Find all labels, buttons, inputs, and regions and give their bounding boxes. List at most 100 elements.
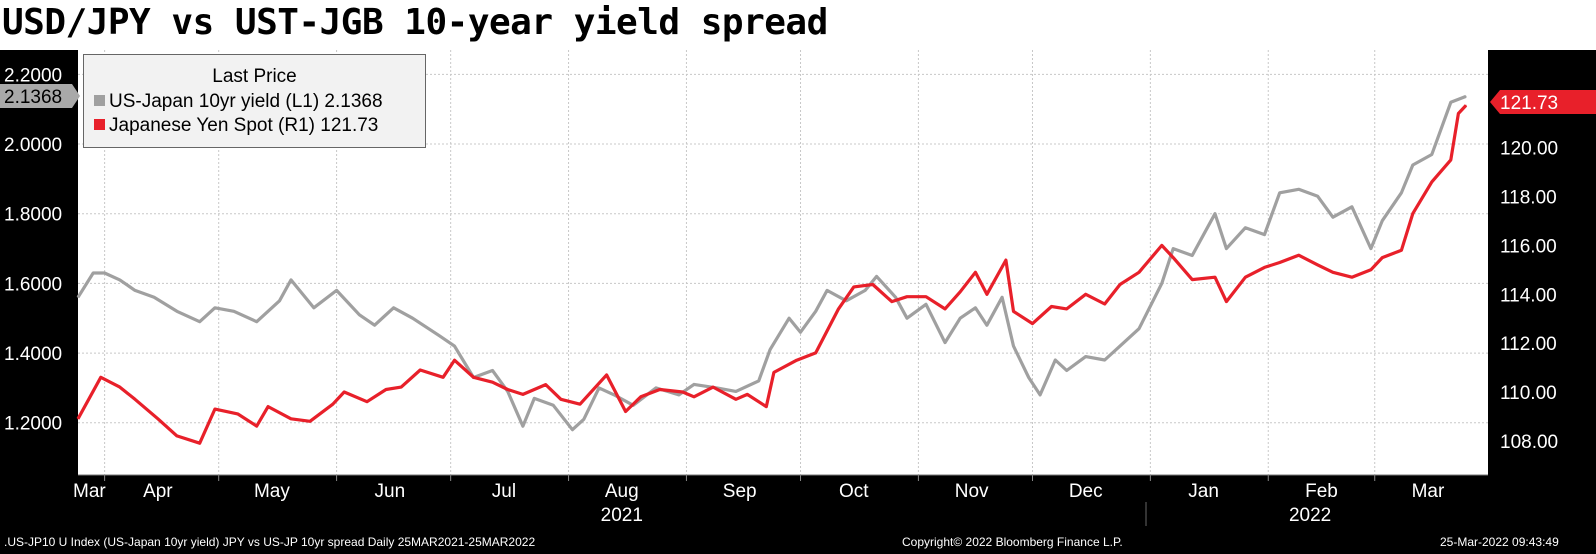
month-label: Jun: [375, 481, 406, 502]
data-point: [1431, 153, 1433, 156]
data-point: [545, 384, 547, 386]
data-point: [1332, 216, 1334, 218]
month-label: Oct: [839, 481, 869, 502]
left-tick-label: 2.0000: [4, 135, 62, 156]
data-point: [1191, 254, 1193, 257]
data-point: [1012, 310, 1015, 312]
footer-timestamp: 25-Mar-2022 09:43:49: [1440, 535, 1559, 549]
data-point: [1172, 248, 1174, 250]
data-point: [533, 397, 535, 399]
x-axis-labels: Mar Apr May Jun Jul Aug Sep Oct Nov Dec Jan Feb Mar 2…: [73, 475, 1445, 526]
data-point: [1104, 303, 1106, 305]
data-point: [746, 393, 748, 395]
data-point: [176, 310, 178, 312]
data-point: [598, 387, 600, 389]
right-axis-panel: [1488, 50, 1596, 475]
data-point: [1351, 206, 1353, 208]
data-point: [682, 391, 684, 393]
data-point: [959, 317, 961, 319]
data-point: [986, 293, 988, 295]
data-point: [735, 390, 737, 392]
data-point: [659, 388, 661, 391]
right-tick-label: 110.00: [1500, 383, 1557, 404]
data-point: [712, 386, 714, 388]
data-point: [837, 308, 840, 310]
data-point: [199, 321, 201, 323]
data-point: [507, 388, 509, 391]
month-label: Jul: [492, 481, 516, 502]
footer-copyright: Copyright© 2022 Bloomberg Finance L.P.: [902, 535, 1123, 549]
data-point: [1298, 188, 1300, 190]
data-point: [1279, 261, 1281, 264]
left-axis-panel: [0, 50, 78, 475]
data-point: [1263, 266, 1266, 268]
data-point: [925, 303, 927, 305]
left-last-value: 2.1368: [4, 87, 62, 108]
left-axis-ticks: 2.2000 2.0000 1.8000 1.6000 1.4000 1.2000: [4, 65, 62, 434]
footer-source: .US-JP10 U Index (US-Japan 10yr yield) J…: [4, 535, 536, 549]
data-point: [1279, 192, 1281, 194]
data-point: [1465, 95, 1467, 97]
data-point: [491, 369, 494, 372]
data-point: [1012, 345, 1015, 347]
data-point: [560, 398, 562, 400]
data-point: [278, 300, 281, 302]
month-label: Sep: [723, 481, 757, 502]
data-point: [1400, 249, 1402, 251]
data-point: [925, 296, 927, 298]
data-point: [1431, 181, 1433, 183]
data-point: [815, 310, 817, 312]
legend-swatch-red: [94, 119, 105, 130]
title-band: USD/JPY vs UST-JGB 10-year yield spread: [0, 0, 1596, 50]
data-point: [1085, 293, 1087, 295]
data-point: [385, 388, 387, 391]
data-point: [358, 314, 360, 316]
month-label: Aug: [605, 481, 639, 502]
data-point: [1400, 192, 1402, 194]
data-point: [366, 401, 368, 403]
right-tick-label: 112.00: [1500, 334, 1557, 355]
data-point: [815, 352, 817, 354]
data-point: [906, 317, 908, 319]
data-point: [491, 381, 494, 383]
legend-item-yen: Japanese Yen Spot (R1) 121.73: [94, 115, 378, 137]
data-point: [313, 307, 315, 309]
data-point: [583, 418, 585, 420]
data-point: [1138, 271, 1140, 273]
data-point: [974, 271, 977, 273]
data-point: [944, 308, 946, 310]
data-point: [1225, 248, 1227, 250]
data-point: [1370, 248, 1372, 250]
data-point: [472, 376, 475, 378]
data-point: [655, 387, 657, 389]
data-point: [1381, 220, 1383, 222]
series-layer: [76, 94, 1468, 445]
data-point: [1028, 376, 1030, 379]
right-last-value: 121.73: [1500, 93, 1558, 114]
month-label: Apr: [143, 481, 173, 502]
left-tick-label: 1.6000: [4, 274, 62, 295]
data-point: [693, 383, 695, 385]
data-point: [522, 425, 524, 427]
data-point: [419, 369, 421, 371]
data-point: [613, 394, 615, 396]
data-point: [959, 291, 961, 293]
data-point: [412, 317, 414, 319]
data-point: [1066, 369, 1068, 372]
data-point: [453, 345, 456, 347]
data-point: [290, 418, 292, 420]
data-point: [1214, 276, 1216, 278]
data-point: [1191, 279, 1193, 281]
data-point: [267, 406, 269, 408]
data-point: [153, 296, 155, 298]
data-point: [256, 425, 258, 427]
data-point: [579, 403, 581, 405]
month-label: Jan: [1188, 481, 1219, 502]
legend-label-yen: Japanese Yen Spot (R1) 121.73: [109, 115, 379, 136]
series-line-us-japan-yield: [76, 94, 1467, 432]
data-point: [374, 324, 376, 326]
right-tick-label: 118.00: [1500, 188, 1557, 209]
data-point: [1317, 195, 1319, 197]
data-point: [176, 435, 178, 437]
data-point: [522, 393, 524, 395]
